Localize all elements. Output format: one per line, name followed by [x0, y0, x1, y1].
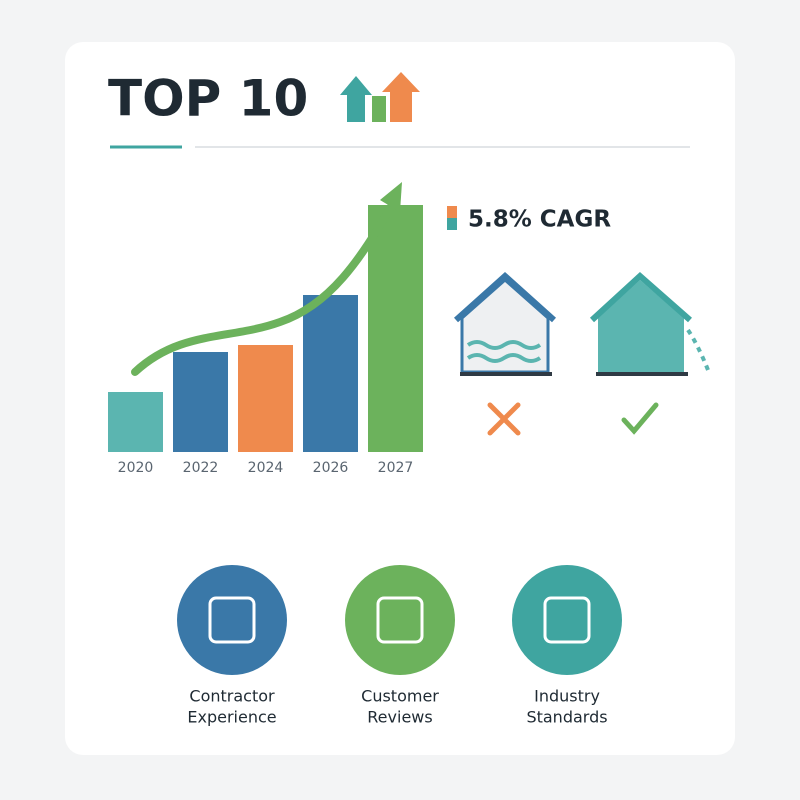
feature-circle — [512, 565, 622, 675]
x-tick-label: 2020 — [118, 460, 154, 476]
title-icon — [340, 72, 420, 122]
growth-arrow-head — [380, 182, 402, 212]
feature-circle — [177, 565, 287, 675]
house-flooded — [453, 271, 557, 376]
feature-icon — [543, 596, 591, 644]
feature-label: Industry — [534, 687, 600, 706]
bar — [238, 345, 293, 452]
feature-label: Reviews — [367, 708, 432, 727]
x-tick-label: 2027 — [378, 460, 414, 476]
feature-label: Standards — [526, 708, 607, 727]
bar — [368, 205, 423, 452]
bar-chart: 2020 2022 2024 2026 2027 — [108, 205, 423, 476]
legend-swatch — [447, 206, 457, 218]
x-tick-label: 2026 — [313, 460, 349, 476]
feature-label: Customer — [361, 687, 439, 706]
house-protected — [589, 271, 710, 376]
bar — [108, 392, 163, 452]
growth-label: 5.8% CAGR — [468, 207, 611, 233]
cross-icon — [487, 402, 521, 436]
legend-swatch — [447, 218, 457, 230]
feature-icon — [208, 596, 256, 644]
title: TOP 10 — [108, 70, 308, 128]
features: Contractor Experience Customer Reviews Indus… — [177, 565, 622, 727]
check-icon — [621, 402, 659, 435]
bar — [173, 352, 228, 452]
feature-label: Experience — [187, 708, 276, 727]
growth-arrow — [131, 201, 396, 376]
x-tick-label: 2024 — [248, 460, 284, 476]
feature-icon — [376, 596, 424, 644]
feature-label: Contractor — [189, 687, 275, 706]
x-tick-label: 2022 — [183, 460, 219, 476]
feature-circle — [345, 565, 455, 675]
bar — [303, 295, 358, 452]
